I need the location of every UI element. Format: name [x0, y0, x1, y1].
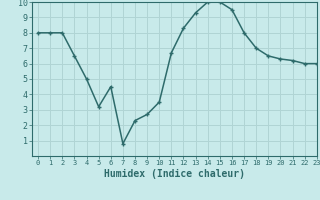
X-axis label: Humidex (Indice chaleur): Humidex (Indice chaleur) — [104, 169, 245, 179]
